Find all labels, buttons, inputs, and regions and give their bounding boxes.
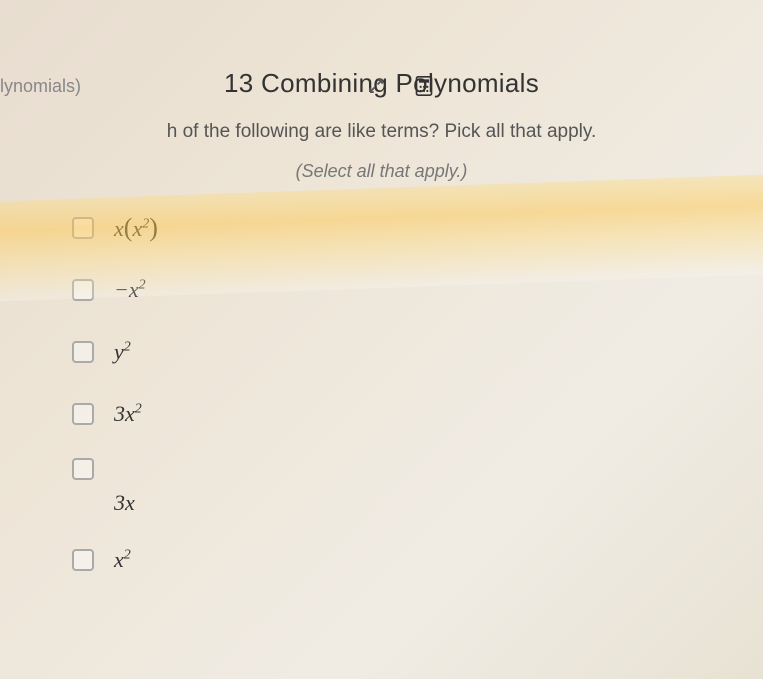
calculator-icon[interactable] bbox=[415, 76, 433, 101]
hint-text: (Select all that apply.) bbox=[0, 161, 763, 182]
option-label: −x2 bbox=[114, 277, 146, 303]
option-label: 3x bbox=[114, 490, 135, 516]
option-row[interactable]: 3x2 bbox=[72, 396, 763, 432]
toolbar bbox=[367, 76, 433, 101]
breadcrumb: olynomials) bbox=[0, 76, 81, 97]
option-label: 3x2 bbox=[114, 401, 142, 427]
checkbox[interactable] bbox=[72, 403, 94, 425]
checkbox[interactable] bbox=[72, 279, 94, 301]
checkbox[interactable] bbox=[72, 341, 94, 363]
option-label: x2 bbox=[114, 547, 131, 573]
checkbox[interactable] bbox=[72, 549, 94, 571]
option-row[interactable]: x2 bbox=[72, 542, 763, 578]
option-label: y2 bbox=[114, 339, 131, 365]
checkbox[interactable] bbox=[72, 217, 94, 239]
option-row[interactable]: 3x bbox=[72, 458, 763, 516]
option-row[interactable]: −x2 bbox=[72, 272, 763, 308]
expand-icon[interactable] bbox=[367, 77, 385, 100]
option-row[interactable]: x(x2) bbox=[72, 210, 763, 246]
option-row[interactable]: y2 bbox=[72, 334, 763, 370]
question-text: h of the following are like terms? Pick … bbox=[0, 121, 763, 143]
option-label: x(x2) bbox=[114, 213, 158, 243]
options-list: x(x2) −x2 y2 3x2 3x x2 bbox=[72, 210, 763, 578]
checkbox[interactable] bbox=[72, 458, 94, 480]
